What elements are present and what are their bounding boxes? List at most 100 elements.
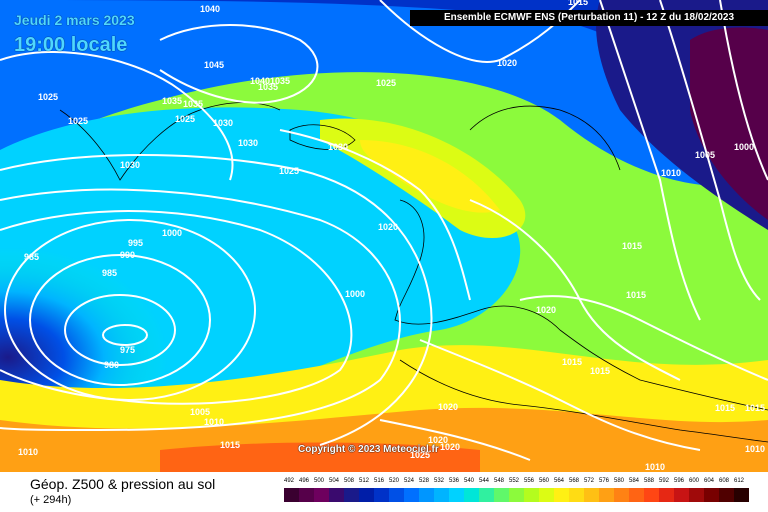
scale-label: 496	[299, 478, 310, 484]
scale-swatch	[434, 488, 449, 502]
isobar-label: 1025	[376, 78, 396, 88]
isobar-label: 1035	[183, 99, 203, 109]
scale-swatch	[464, 488, 479, 502]
scale-label: 608	[719, 478, 730, 484]
copyright: Copyright © 2023 Meteociel.fr	[298, 444, 439, 455]
scale-label: 528	[419, 478, 430, 484]
scale-swatch	[299, 488, 314, 502]
isobar-label: 1000	[734, 142, 754, 152]
scale-label: 500	[314, 478, 325, 484]
scale-swatch	[344, 488, 359, 502]
z500-core-east	[690, 27, 768, 220]
isobar-label: 1035	[270, 76, 290, 86]
isobar-label: 1015	[622, 241, 642, 251]
scale-label: 580	[614, 478, 625, 484]
scale-label: 524	[404, 478, 415, 484]
isobar-label: 1015	[220, 440, 240, 450]
scale-swatch	[524, 488, 539, 502]
scale-label: 584	[629, 478, 640, 484]
isobar-label: 1020	[536, 305, 556, 315]
scale-label: 612	[734, 478, 745, 484]
isobar-label: 1020	[497, 58, 517, 68]
scale-label: 532	[434, 478, 445, 484]
scale-swatch	[554, 488, 569, 502]
forecast-time: 19:00 locale	[14, 34, 128, 56]
isobar-label: 1025	[175, 114, 195, 124]
map-title: Géop. Z500 & pression au sol	[30, 476, 216, 492]
scale-label: 548	[494, 478, 505, 484]
scale-swatch	[659, 488, 674, 502]
scale-label: 588	[644, 478, 655, 484]
scale-swatch	[494, 488, 509, 502]
isobar-label: 1035	[162, 96, 182, 106]
scale-swatch	[614, 488, 629, 502]
scale-label: 520	[389, 478, 400, 484]
isobar-label: 1015	[562, 357, 582, 367]
isobar-label: 1015	[715, 403, 735, 413]
isobar-label: 990	[120, 250, 135, 260]
isobar-label: 985	[102, 268, 117, 278]
scale-label: 516	[374, 478, 385, 484]
scale-label: 512	[359, 478, 370, 484]
scale-label: 536	[449, 478, 460, 484]
scale-label: 600	[689, 478, 700, 484]
scale-swatch	[644, 488, 659, 502]
scale-swatch	[704, 488, 719, 502]
isobar-label: 1015	[568, 0, 588, 7]
legend-footer: Géop. Z500 & pression au sol (+ 294h) 49…	[0, 472, 768, 512]
scale-label: 568	[569, 478, 580, 484]
scale-label: 604	[704, 478, 715, 484]
scale-swatch	[419, 488, 434, 502]
scale-swatch	[674, 488, 689, 502]
isobar-label: 1000	[162, 228, 182, 238]
isobar-label: 1015	[590, 366, 610, 376]
scale-swatch	[359, 488, 374, 502]
scale-swatch	[689, 488, 704, 502]
z500-ridge-core	[360, 140, 500, 213]
isobars	[0, 0, 768, 461]
isobar-label: 1030	[120, 160, 140, 170]
scale-swatch	[329, 488, 344, 502]
scale-label: 560	[539, 478, 550, 484]
isobar-label: 1005	[695, 150, 715, 160]
isobar-label: 1045	[204, 60, 224, 70]
isobar-label: 1025	[410, 450, 430, 460]
scale-swatch	[314, 488, 329, 502]
scale-swatch	[449, 488, 464, 502]
scale-label: 576	[599, 478, 610, 484]
scale-swatch	[569, 488, 584, 502]
scale-swatch	[374, 488, 389, 502]
isobar-label: 1025	[68, 116, 88, 126]
isobar-label: 1010	[745, 444, 765, 454]
isobar-label: 1030	[328, 142, 348, 152]
weather-map: 1040 1045 1040 1035 1035 1025 1025 1035 …	[0, 0, 768, 472]
isobar-label: 1040	[200, 4, 220, 14]
isobar-label: 1025	[38, 92, 58, 102]
scale-label: 540	[464, 478, 475, 484]
isobar-label: 1010	[204, 417, 224, 427]
isobar-label: 1005	[190, 407, 210, 417]
scale-swatch	[719, 488, 734, 502]
isobar-label: 1020	[438, 402, 458, 412]
isobar-label: 985	[24, 252, 39, 262]
scale-swatch	[539, 488, 554, 502]
scale-swatch	[404, 488, 419, 502]
isobar-label: 975	[120, 345, 135, 355]
scale-swatch	[584, 488, 599, 502]
isobar-label: 1020	[440, 442, 460, 452]
scale-swatch	[479, 488, 494, 502]
z500-band-south3	[160, 442, 480, 472]
scale-swatch	[509, 488, 524, 502]
isobar-label: 1015	[745, 403, 765, 413]
scale-label: 596	[674, 478, 685, 484]
isobar-label: 1040	[250, 76, 270, 86]
scale-label: 592	[659, 478, 670, 484]
scale-swatch	[599, 488, 614, 502]
scale-label: 508	[344, 478, 355, 484]
scale-label: 492	[284, 478, 295, 484]
forecast-lead: (+ 294h)	[30, 494, 72, 506]
isobar-label: 1020	[378, 222, 398, 232]
isobar-label: 1025	[279, 166, 299, 176]
scale-label: 504	[329, 478, 340, 484]
forecast-date: Jeudi 2 mars 2023	[14, 12, 135, 28]
